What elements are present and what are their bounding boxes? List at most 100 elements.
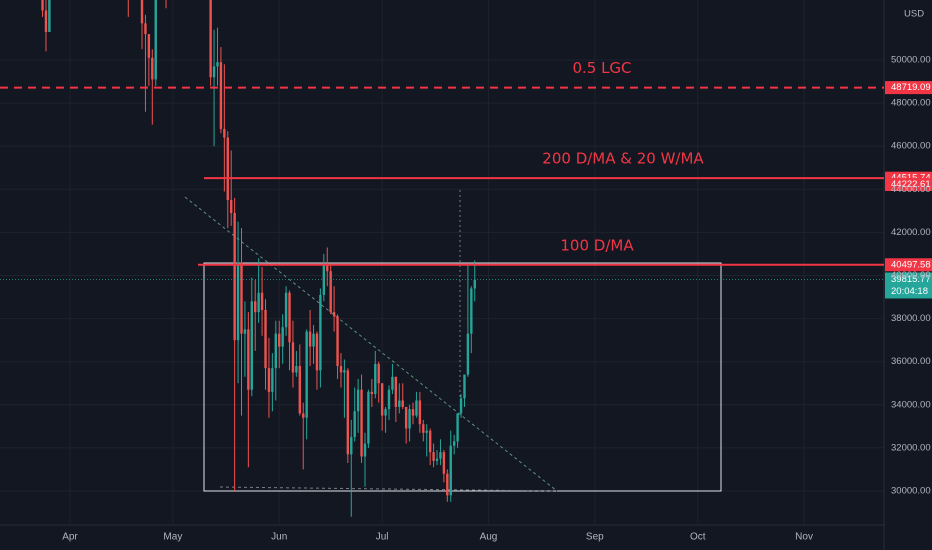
candle-body (319, 294, 322, 371)
candle-body (398, 400, 401, 407)
candle-body (48, 0, 51, 32)
candle-body (422, 424, 425, 433)
currency: USD (904, 9, 924, 20)
price-tag-label: 48719.09 (891, 82, 931, 93)
x-tick-label: Jul (376, 532, 389, 543)
candle-body (435, 458, 439, 461)
candle-body (439, 452, 442, 459)
candle-body (473, 279, 476, 289)
candle-body (267, 368, 271, 392)
candle-body (384, 409, 387, 416)
candle-body (415, 400, 418, 416)
candle-body (278, 333, 281, 347)
candle-body (223, 128, 226, 138)
candle-body (219, 62, 223, 129)
candle-body (452, 441, 456, 446)
candles (41, 0, 476, 517)
candle-body (250, 301, 253, 390)
candle-body (274, 333, 277, 369)
candle-body (346, 370, 350, 455)
candle-body (240, 262, 243, 334)
candle-body (291, 342, 295, 373)
candle-body (233, 212, 236, 341)
candle-body (428, 430, 432, 453)
price-tag-label: 44222.61 (891, 179, 931, 190)
candle-body (151, 57, 154, 80)
candle-body (154, 0, 157, 80)
y-tick-label: 34000.00 (891, 399, 931, 410)
candle-body (236, 262, 240, 341)
candle-body (360, 389, 363, 457)
candle-body (446, 473, 449, 496)
candle-body (326, 264, 329, 272)
y-tick-label: 38000.00 (891, 313, 931, 324)
drawings (184, 190, 722, 492)
candle-body (44, 10, 48, 32)
support-line (219, 486, 558, 492)
price-tag (885, 177, 932, 191)
y-tick-label: 30000.00 (891, 486, 931, 497)
candle-body (449, 445, 452, 496)
candle-body (425, 430, 428, 433)
candle-body (271, 368, 274, 392)
candle-body (230, 200, 233, 213)
price-tag (885, 81, 932, 95)
candle-body (312, 333, 315, 347)
x-tick-label: Nov (795, 532, 813, 543)
candle-body (411, 409, 415, 416)
candle-body (315, 333, 319, 371)
candle-body (41, 0, 44, 11)
y-tick-label: 40000.00 (891, 270, 931, 281)
candle-body (147, 34, 151, 58)
candle-body (380, 383, 384, 416)
candle-body (284, 292, 288, 328)
last-price-label: 39815.77 (891, 274, 931, 285)
candle-body (212, 66, 216, 78)
last-price-tag (885, 272, 932, 299)
candle-body (442, 452, 446, 474)
y-tick-label: 46000.00 (891, 141, 931, 152)
candle-body (302, 413, 305, 418)
candle-body (343, 370, 346, 373)
candle-body (456, 413, 459, 442)
candle-body (329, 271, 332, 313)
candle-body (257, 292, 260, 313)
candle-body (264, 309, 267, 369)
candle-body (216, 62, 219, 67)
level-annotation: 200 D/MA & 20 W/MA (542, 150, 704, 168)
candle-body (401, 400, 404, 407)
candle-body (404, 406, 408, 429)
candle-body (243, 329, 247, 334)
y-tick-label: 42000.00 (891, 227, 931, 238)
x-tick-label: Sep (586, 532, 604, 543)
y-tick-label: 32000.00 (891, 442, 931, 453)
x-tick-label: Oct (690, 532, 706, 543)
candle-body (466, 333, 470, 375)
y-tick-label: 36000.00 (891, 356, 931, 367)
candle-body (332, 312, 336, 317)
candle-body (144, 23, 147, 35)
candle-body (367, 391, 370, 444)
x-tick-label: Apr (62, 532, 78, 543)
candle-body (432, 452, 435, 461)
candle-body (463, 374, 466, 399)
grid (0, 0, 884, 525)
candle-body (387, 389, 391, 410)
trend-line (184, 196, 558, 492)
level-annotation: 100 D/MA (560, 236, 634, 254)
candle-body (254, 301, 257, 313)
x-tick-label: Aug (480, 532, 498, 543)
candle-body (353, 411, 356, 438)
candle-body (295, 366, 298, 373)
candle-body (363, 443, 367, 457)
candle-body (391, 376, 394, 390)
candle-body (470, 288, 473, 334)
candle-body (305, 331, 308, 418)
candle-body (247, 329, 250, 390)
candle-body (209, 0, 212, 78)
candle-body (298, 366, 302, 414)
y-tick-label: 50000.00 (891, 55, 931, 66)
candle-body (322, 264, 326, 295)
candle-body (339, 366, 343, 373)
